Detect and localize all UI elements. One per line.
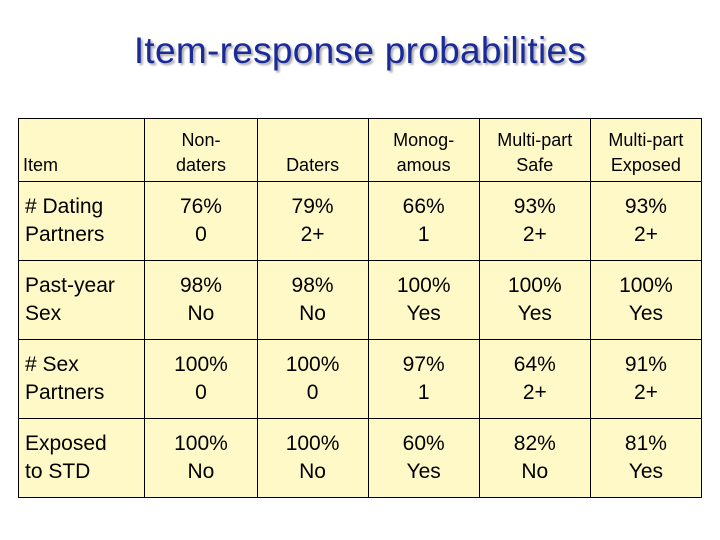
header-item: Item [17, 118, 146, 182]
table-row-past-year-sex: Past-year Sex 98% No 98% No 100% Yes 100% Ye… [17, 260, 703, 340]
table-cell: 93% 2+ [478, 181, 591, 261]
table-cell: 81% Yes [589, 418, 703, 498]
slide-title: Item-response probabilities [133, 30, 587, 71]
item-response-table: Item Non- daters Daters Monog- amous Mul… [17, 118, 703, 498]
table-cell: 100% No [144, 418, 258, 498]
header-daters: Daters [256, 118, 369, 182]
row-label: Past-year Sex [17, 260, 146, 340]
table-cell: 76% 0 [144, 181, 258, 261]
table-cell: 98% No [144, 260, 258, 340]
table-cell: 79% 2+ [256, 181, 369, 261]
table-cell: 100% 0 [256, 339, 369, 419]
header-row: Item Non- daters Daters Monog- amous Mul… [17, 118, 703, 182]
header-multi-part-exposed: Multi-part Exposed [589, 118, 703, 182]
table-cell: 98% No [256, 260, 369, 340]
table-cell: 100% Yes [367, 260, 480, 340]
header-monogamous: Monog- amous [367, 118, 480, 182]
table-cell: 91% 2+ [589, 339, 703, 419]
table-row-exposed-to-std: Exposed to STD 100% No 100% No 60% Yes 82% N… [17, 418, 703, 498]
table-cell: 100% No [256, 418, 369, 498]
header-multi-part-safe: Multi-part Safe [478, 118, 591, 182]
table-cell: 82% No [478, 418, 591, 498]
row-label: # Sex Partners [17, 339, 146, 419]
table-row-sex-partners: # Sex Partners 100% 0 100% 0 97% 1 64% 2+ 91… [17, 339, 703, 419]
table-cell: 93% 2+ [589, 181, 703, 261]
table-cell: 60% Yes [367, 418, 480, 498]
table-cell: 97% 1 [367, 339, 480, 419]
table-cell: 100% Yes [589, 260, 703, 340]
table-cell: 100% Yes [478, 260, 591, 340]
row-label: # Dating Partners [17, 181, 146, 261]
header-non-daters: Non- daters [144, 118, 258, 182]
table-row-dating-partners: # Dating Partners 76% 0 79% 2+ 66% 1 93% 2+ … [17, 181, 703, 261]
table-cell: 66% 1 [367, 181, 480, 261]
table-cell: 64% 2+ [478, 339, 591, 419]
row-label: Exposed to STD [17, 418, 146, 498]
table-cell: 100% 0 [144, 339, 258, 419]
